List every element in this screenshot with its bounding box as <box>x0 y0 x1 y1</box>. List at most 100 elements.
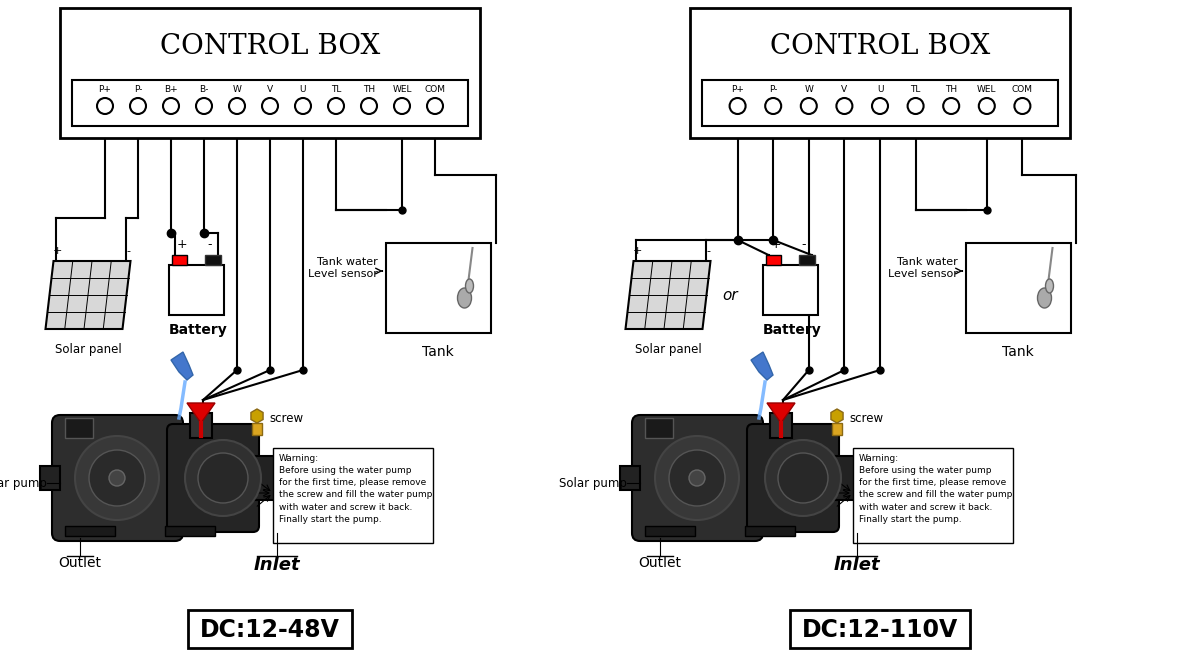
Circle shape <box>907 98 924 114</box>
Polygon shape <box>625 261 710 329</box>
Ellipse shape <box>466 279 474 293</box>
FancyBboxPatch shape <box>746 424 839 532</box>
Text: screw: screw <box>269 412 304 426</box>
Bar <box>205 255 221 265</box>
Text: -: - <box>802 238 806 251</box>
Bar <box>168 265 223 315</box>
Text: COM: COM <box>1012 85 1033 94</box>
Circle shape <box>1014 98 1031 114</box>
Text: V: V <box>841 85 847 94</box>
Text: CONTROL BOX: CONTROL BOX <box>160 33 380 59</box>
Polygon shape <box>187 403 215 423</box>
Text: TH: TH <box>362 85 376 94</box>
Bar <box>40 466 60 490</box>
Text: Tank: Tank <box>422 345 454 359</box>
Text: Solar panel: Solar panel <box>635 343 701 356</box>
Circle shape <box>198 453 248 503</box>
Bar <box>832 423 842 435</box>
Text: Solar panel: Solar panel <box>55 343 121 356</box>
Text: or: or <box>722 287 738 303</box>
Text: TH: TH <box>946 85 958 94</box>
Text: Warning:
Before using the water pump
for the first time, please remove
the screw: Warning: Before using the water pump for… <box>278 454 432 524</box>
Circle shape <box>800 98 817 114</box>
Polygon shape <box>751 352 773 380</box>
Circle shape <box>295 98 311 114</box>
Text: B+: B+ <box>164 85 178 94</box>
Bar <box>172 255 187 265</box>
Text: Inlet: Inlet <box>253 556 300 574</box>
Text: Outlet: Outlet <box>59 556 102 570</box>
Text: DC:12-110V: DC:12-110V <box>802 618 958 642</box>
Bar <box>853 448 1013 543</box>
Circle shape <box>394 98 410 114</box>
Circle shape <box>836 98 852 114</box>
Text: Battery: Battery <box>763 323 821 337</box>
Circle shape <box>361 98 377 114</box>
Circle shape <box>163 98 179 114</box>
Text: +: + <box>53 246 62 256</box>
Bar <box>799 255 815 265</box>
Text: TL: TL <box>331 85 341 94</box>
Polygon shape <box>767 403 796 423</box>
Circle shape <box>262 98 278 114</box>
Text: -: - <box>126 246 131 256</box>
Text: Outlet: Outlet <box>638 556 682 570</box>
Bar <box>65 526 115 536</box>
Bar <box>256 456 300 500</box>
Text: Solar pump: Solar pump <box>559 477 628 489</box>
Circle shape <box>655 436 739 520</box>
Circle shape <box>185 440 262 516</box>
Text: COM: COM <box>425 85 445 94</box>
Bar <box>966 243 1070 333</box>
Text: V: V <box>266 85 274 94</box>
Text: P-: P- <box>769 85 778 94</box>
Bar <box>60 8 480 138</box>
Circle shape <box>689 470 706 486</box>
Circle shape <box>943 98 959 114</box>
Text: Tank water
Level sensor: Tank water Level sensor <box>307 257 378 279</box>
Text: Inlet: Inlet <box>834 556 881 574</box>
Text: +: + <box>770 238 781 251</box>
Bar <box>252 423 262 435</box>
FancyBboxPatch shape <box>52 415 182 541</box>
Bar <box>188 610 352 648</box>
Bar <box>766 255 781 265</box>
Bar <box>65 418 94 438</box>
Bar <box>646 418 673 438</box>
Text: P+: P+ <box>98 85 112 94</box>
Bar <box>274 448 433 543</box>
Circle shape <box>97 98 113 114</box>
Text: W: W <box>804 85 814 94</box>
Ellipse shape <box>1045 279 1054 293</box>
Text: +: + <box>176 238 187 251</box>
Ellipse shape <box>457 288 472 308</box>
Bar <box>790 610 970 648</box>
Circle shape <box>872 98 888 114</box>
Text: -: - <box>208 238 212 251</box>
Text: Warning:
Before using the water pump
for the first time, please remove
the screw: Warning: Before using the water pump for… <box>859 454 1013 524</box>
Text: W: W <box>233 85 241 94</box>
Circle shape <box>229 98 245 114</box>
Polygon shape <box>46 261 131 329</box>
Bar <box>835 456 880 500</box>
Circle shape <box>196 98 212 114</box>
Text: Tank: Tank <box>1002 345 1034 359</box>
Circle shape <box>766 440 841 516</box>
Ellipse shape <box>1038 288 1051 308</box>
Circle shape <box>109 470 125 486</box>
Circle shape <box>766 98 781 114</box>
Text: WEL: WEL <box>977 85 996 94</box>
Circle shape <box>670 450 725 506</box>
Circle shape <box>328 98 344 114</box>
Circle shape <box>778 453 828 503</box>
Text: DC:12-48V: DC:12-48V <box>200 618 340 642</box>
Text: screw: screw <box>850 412 883 426</box>
Bar <box>72 80 468 126</box>
Polygon shape <box>830 409 844 423</box>
Circle shape <box>730 98 745 114</box>
Bar <box>690 8 1070 138</box>
Polygon shape <box>172 352 193 380</box>
Text: U: U <box>300 85 306 94</box>
Text: -: - <box>707 246 710 256</box>
Circle shape <box>130 98 146 114</box>
